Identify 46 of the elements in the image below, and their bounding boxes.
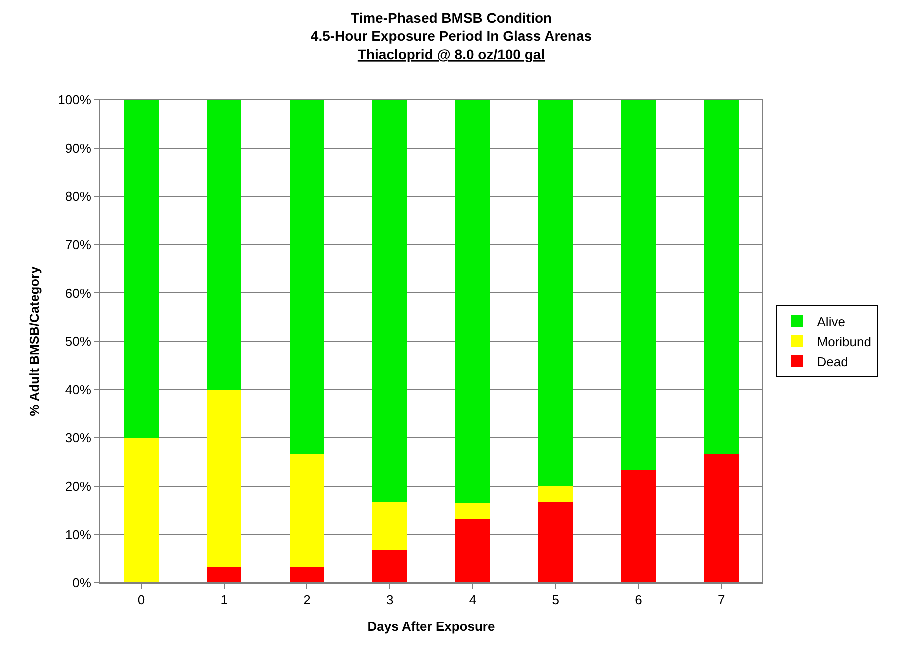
y-tick-label: 30%: [65, 430, 92, 446]
x-tick-label: 7: [718, 592, 726, 608]
bar: [456, 518, 490, 583]
y-tick-label: 40%: [65, 382, 92, 398]
bar: [372, 100, 408, 502]
bar: [456, 502, 490, 519]
bar: [206, 100, 242, 390]
bar: [538, 486, 574, 502]
bar: [704, 454, 739, 583]
x-tick-label: 5: [552, 592, 560, 608]
x-tick-label: 0: [138, 592, 146, 608]
bar: [206, 567, 242, 583]
x-tick-label: 3: [386, 592, 394, 608]
bar: [538, 502, 574, 583]
bar: [704, 100, 739, 454]
bar: [290, 100, 325, 455]
bar: [372, 502, 408, 551]
bar: [538, 100, 574, 486]
bar: [456, 100, 490, 503]
bar: [124, 100, 159, 438]
y-tick-label: 80%: [65, 189, 92, 204]
y-tick-label: 0%: [72, 576, 92, 591]
chart-title: Time-Phased BMSB Condition 4.5-Hour Exposure Period In Glass Arenas Thiacloprid @ 8.0 oz/100 gal: [310, 10, 592, 62]
y-axis-title: % Adult BMSB/Category: [27, 266, 42, 416]
x-tick-label: 6: [635, 592, 642, 608]
x-tick-label: 1: [220, 592, 228, 608]
y-tick-label: 70%: [65, 237, 92, 252]
x-tick-label: 2: [304, 592, 311, 608]
y-tick-label: 20%: [65, 478, 92, 494]
bar: [290, 567, 325, 583]
y-tick-label: 100%: [58, 92, 92, 108]
bar: [621, 470, 656, 583]
y-tick-label: 50%: [65, 334, 92, 350]
bar: [124, 438, 159, 583]
legend-label: Dead: [817, 354, 848, 370]
y-tick-label: 90%: [65, 140, 92, 156]
bar: [372, 550, 408, 583]
y-tick-label: 10%: [65, 527, 92, 542]
legend-label: Alive: [817, 314, 846, 330]
y-tick-label: 60%: [65, 286, 92, 301]
legend-label: Moribund: [817, 334, 872, 350]
bar: [621, 100, 656, 470]
bar: [206, 390, 242, 568]
bar: [290, 454, 325, 568]
x-tick-label: 4: [469, 592, 477, 608]
x-axis-title: Days After Exposure: [368, 619, 496, 634]
